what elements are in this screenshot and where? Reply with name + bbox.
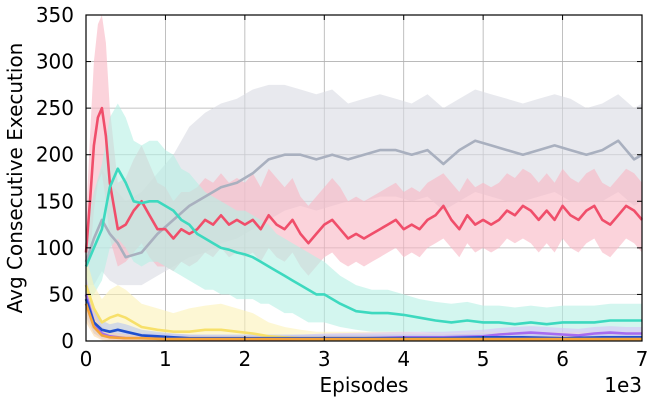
x-tick-label: 0 (80, 347, 93, 371)
tick-layer: 0 1 2 3 4 5 6 7 0 50 100 150 200 250 300 350 (36, 3, 649, 371)
y-tick-label: 100 (36, 236, 74, 260)
series-line-1 (84, 106, 643, 253)
x-scale-label: 1e3 (604, 373, 642, 397)
series-line-0 (84, 139, 643, 263)
x-tick-label: 2 (238, 347, 251, 371)
series-line-6 (84, 303, 642, 341)
y-tick-label: 300 (36, 50, 74, 74)
y-axis-label: Avg Consecutive Execution (3, 43, 27, 314)
x-tick-label: 3 (318, 347, 331, 371)
band-layer (86, 15, 642, 341)
series-band-2 (86, 103, 642, 336)
y-tick-label: 150 (36, 189, 74, 213)
x-tick-label: 6 (556, 347, 569, 371)
series-band-3 (86, 257, 642, 341)
y-tick-label: 250 (36, 96, 74, 120)
plot-frame (85, 14, 643, 342)
x-tick-label: 7 (636, 347, 649, 371)
x-tick-label: 4 (397, 347, 410, 371)
y-tick-label: 200 (36, 143, 74, 167)
x-tick-label: 1 (159, 347, 172, 371)
x-axis-label: Episodes (320, 373, 409, 397)
series-line-2 (84, 167, 642, 326)
y-tick-label: 350 (36, 3, 74, 27)
y-tick-label: 50 (49, 282, 74, 306)
y-tick-label: 0 (61, 329, 74, 353)
x-tick-label: 5 (477, 347, 490, 371)
